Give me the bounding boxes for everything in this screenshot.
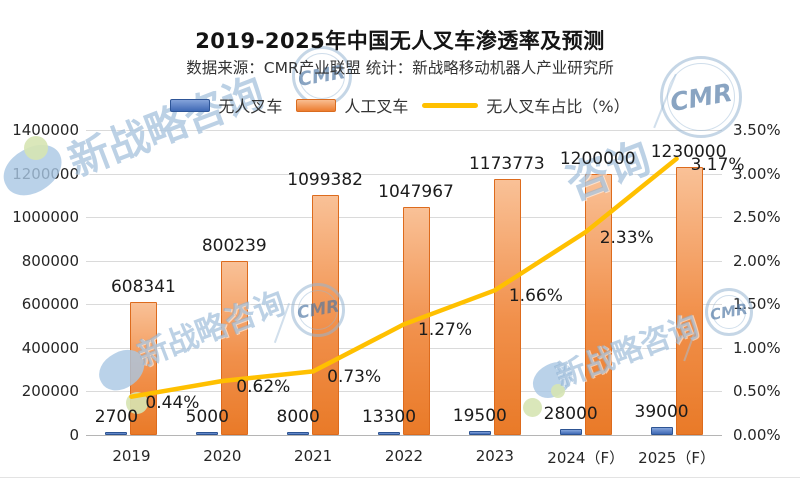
x-axis-label: 2025（F） (638, 449, 715, 467)
penetration-point-label: 3.17% (690, 154, 745, 175)
y-axis-right-tick: 3.50% (733, 121, 781, 139)
footprint-icon (526, 356, 580, 404)
unmanned-value-label: 8000 (276, 407, 320, 427)
unmanned-value-label: 19500 (452, 405, 507, 426)
unmanned-value-label: 39000 (634, 401, 689, 422)
manual-value-label: 1200000 (559, 148, 636, 169)
leaf-dot-icon (523, 398, 542, 417)
bar-unmanned-forklift (650, 426, 673, 435)
y-axis-left-tick: 0 (69, 426, 79, 444)
gridline (86, 435, 722, 436)
manual-value-label: 608341 (110, 277, 176, 298)
penetration-point-label: 0.73% (327, 367, 382, 388)
chart-subtitle: 数据来源：CMR产业联盟 统计：新战略移动机器人产业研究所 (186, 59, 614, 77)
y-axis-left-tick: 600000 (21, 295, 79, 314)
gridline (86, 130, 722, 131)
bar-manual-forklift (675, 167, 703, 435)
bar-manual-forklift (312, 195, 340, 435)
y-axis-right-tick: 2.50% (733, 208, 781, 227)
x-axis-label: 2021 (294, 447, 333, 465)
bottom-divider (0, 477, 800, 478)
x-axis-label: 2022 (384, 447, 424, 465)
manual-value-label: 1173773 (468, 154, 545, 175)
y-axis-left-tick: 1000000 (12, 208, 79, 227)
penetration-point-label: 0.62% (236, 376, 291, 397)
penetration-point-label: 1.27% (418, 320, 473, 341)
watermark-divider (273, 302, 291, 344)
y-axis-left-tick: 800000 (21, 251, 79, 270)
bar-unmanned-forklift (378, 432, 400, 435)
unmanned-value-label: 13300 (361, 407, 417, 427)
y-axis-left-tick: 1200000 (12, 164, 79, 183)
x-axis-label: 2020 (203, 447, 242, 465)
legend-swatch-orange-bar (296, 98, 337, 112)
penetration-point-label: 0.44% (145, 392, 200, 413)
manual-value-label: 1047967 (378, 181, 454, 202)
y-axis-left-tick: 1400000 (12, 121, 79, 139)
bar-unmanned-forklift (468, 430, 491, 435)
chart-title: 2019-2025年中国无人叉车渗透率及预测 (195, 29, 605, 53)
unmanned-value-label: 2700 (94, 407, 139, 427)
bar-unmanned-forklift (287, 432, 310, 435)
legend-swatch-blue-bar (170, 98, 211, 112)
manual-value-label: 800239 (201, 235, 267, 256)
unmanned-value-label: 5000 (185, 407, 229, 427)
manual-value-label: 1099382 (287, 170, 363, 191)
legend-item-ratio: 无人叉车占比（%） (422, 93, 630, 117)
penetration-point-label: 1.66% (508, 286, 563, 307)
bar-unmanned-forklift (105, 432, 128, 435)
legend-item-unmanned: 无人叉车 (170, 93, 282, 117)
y-axis-right-tick: 3.00% (733, 164, 781, 183)
x-axis-label: 2024（F） (547, 449, 625, 467)
bar-unmanned-forklift (559, 428, 582, 435)
y-axis-right-tick: 0.50% (733, 382, 781, 401)
legend-item-manual: 人工叉车 (296, 93, 408, 117)
legend-swatch-line (422, 102, 479, 108)
bar-unmanned-forklift (196, 432, 219, 435)
legend-label: 无人叉车占比（%） (486, 97, 630, 116)
legend-label: 人工叉车 (344, 97, 409, 116)
y-axis-right-tick: 0.00% (733, 426, 781, 444)
y-axis-left-tick: 200000 (21, 382, 79, 401)
penetration-point-label: 2.33% (599, 227, 654, 248)
chart-legend: 无人叉车 人工叉车 无人叉车占比（%） (0, 93, 800, 117)
legend-label: 无人叉车 (218, 97, 283, 116)
gridline (86, 173, 722, 175)
bar-manual-forklift (584, 173, 612, 435)
x-axis-label: 2023 (475, 447, 514, 465)
unmanned-value-label: 28000 (543, 403, 598, 424)
x-axis-label: 2019 (112, 447, 151, 465)
y-axis-right-tick: 2.00% (733, 251, 781, 270)
leaf-dot-icon (24, 136, 48, 160)
y-axis-left-tick: 400000 (21, 338, 79, 357)
y-axis-right-tick: 1.50% (733, 295, 781, 314)
bar-manual-forklift (493, 179, 521, 435)
y-axis-right-tick: 1.00% (733, 338, 781, 357)
